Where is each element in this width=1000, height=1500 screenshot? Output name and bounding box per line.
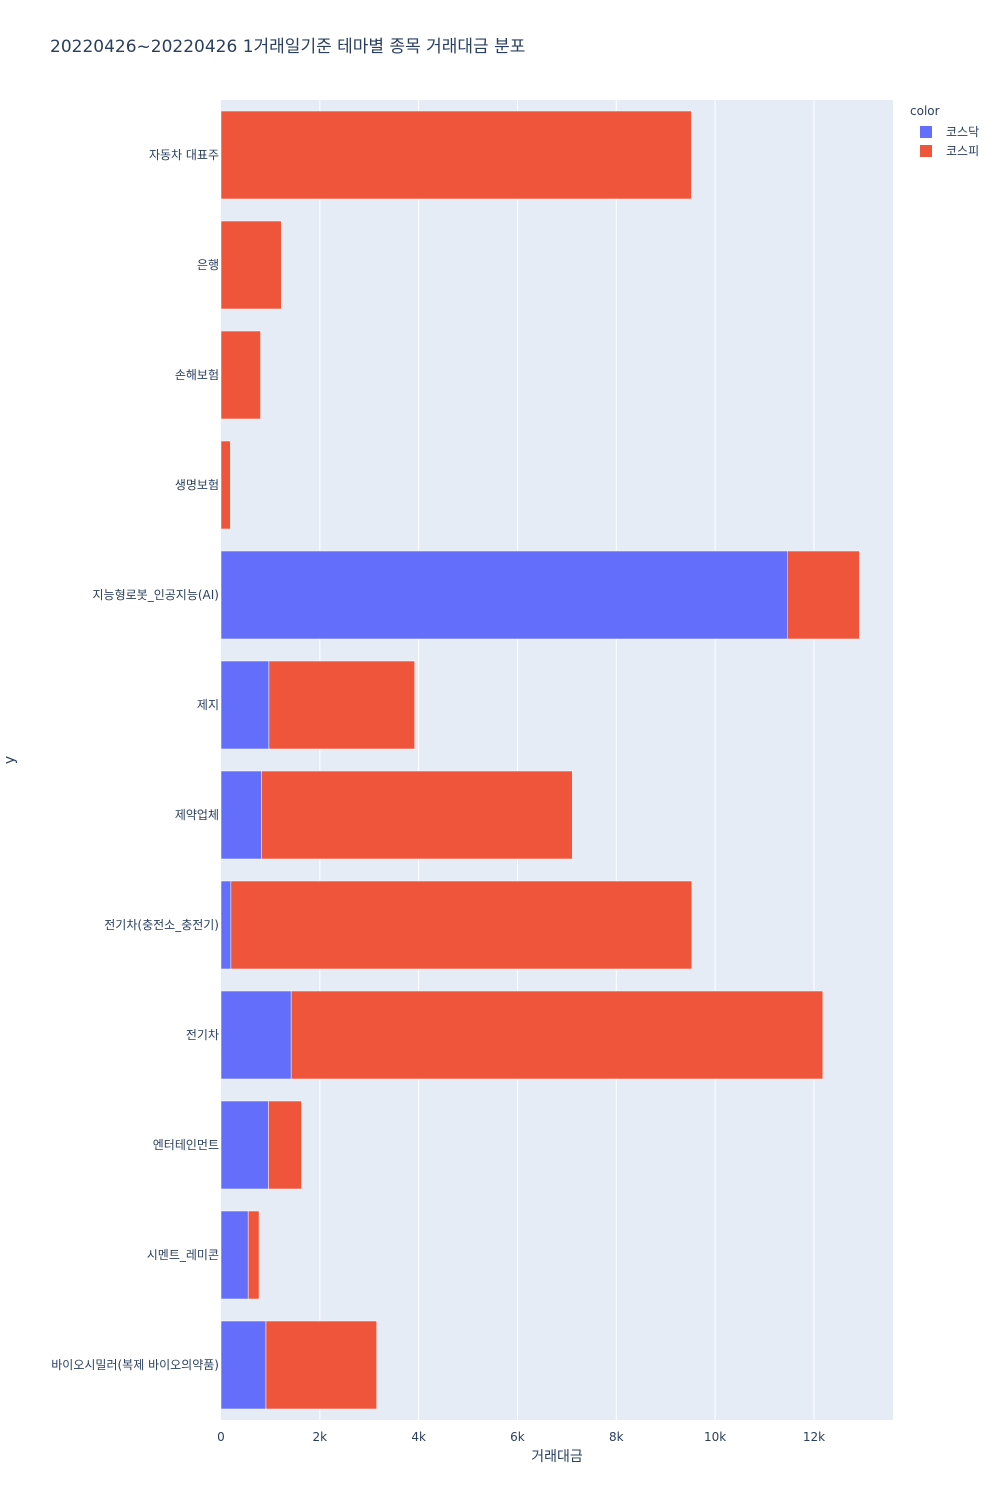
legend-swatch-kospi [920, 144, 932, 157]
y-tick-label: 은행 [197, 257, 219, 272]
bar-kosdaq[interactable] [220, 550, 789, 640]
bar-kospi[interactable] [220, 220, 282, 310]
x-tick-label: 6k [510, 1430, 525, 1444]
legend-item-kospi[interactable]: 코스피 [910, 141, 979, 160]
legend-title: color [910, 104, 940, 118]
bar-kospi[interactable] [290, 990, 824, 1080]
y-tick-label: 전기차(충전소_충전기) [104, 918, 219, 932]
y-tick-label: 전기차 [186, 1028, 219, 1042]
y-tick-label: 제약업체 [175, 807, 219, 822]
y-tick-label: 손해보험 [175, 368, 219, 382]
chart-title: 20220426~20220426 1거래일기준 테마별 종목 거래대금 분포 [50, 37, 526, 57]
x-axis-title: 거래대금 [531, 1449, 583, 1465]
bar-kosdaq[interactable] [220, 990, 292, 1080]
y-tick-label: 자동차 대표주 [149, 148, 219, 162]
x-tick-label: 10k [704, 1430, 726, 1444]
legend-item-kosdaq[interactable]: 코스닥 [910, 122, 979, 141]
x-tick-label: 0 [217, 1430, 225, 1444]
bar-kosdaq[interactable] [220, 1210, 249, 1300]
y-tick-label: 제지 [197, 698, 219, 712]
bar-kospi[interactable] [787, 550, 860, 640]
y-tick-label: 시멘트_레미콘 [147, 1248, 219, 1262]
bar-kosdaq[interactable] [220, 770, 262, 860]
x-tick-labels: 0 2k 4k 6k 8k 10k 12k [217, 1430, 825, 1444]
legend: color 코스닥 코스피 [910, 104, 979, 160]
y-tick-label: 생명보험 [175, 478, 219, 492]
grid-lines [319, 100, 815, 1420]
bar-kosdaq[interactable] [220, 1320, 267, 1410]
x-tick-label: 2k [313, 1430, 328, 1444]
bar-kospi[interactable] [247, 1210, 260, 1300]
bar-kosdaq[interactable] [220, 660, 270, 750]
bar-kospi[interactable] [220, 440, 231, 530]
bar-kospi[interactable] [268, 660, 415, 750]
plot-background [221, 100, 893, 1420]
bar-kosdaq[interactable] [220, 1100, 269, 1190]
y-axis-title: y [2, 756, 18, 764]
bar-kospi[interactable] [220, 110, 692, 200]
bar-kosdaq[interactable] [220, 880, 232, 970]
y-tick-label: 바이오시밀러(복제 바이오의약품) [51, 1357, 219, 1372]
x-tick-label: 12k [803, 1430, 825, 1444]
legend-label-kosdaq: 코스닥 [946, 125, 980, 139]
x-tick-label: 4k [411, 1430, 426, 1444]
y-tick-label: 지능형로봇_인공지능(AI) [93, 588, 219, 602]
y-tick-label: 엔터테인먼트 [153, 1138, 219, 1152]
legend-label-kospi: 코스피 [946, 144, 980, 158]
x-tick-label: 8k [609, 1430, 624, 1444]
bar-kospi[interactable] [220, 330, 261, 420]
bar-kospi[interactable] [268, 1100, 302, 1190]
legend-swatch-kosdaq [920, 125, 932, 138]
bars [220, 110, 860, 1410]
bar-kospi[interactable] [265, 1320, 377, 1410]
bar-kospi[interactable] [261, 770, 573, 860]
bar-kospi[interactable] [230, 880, 693, 970]
